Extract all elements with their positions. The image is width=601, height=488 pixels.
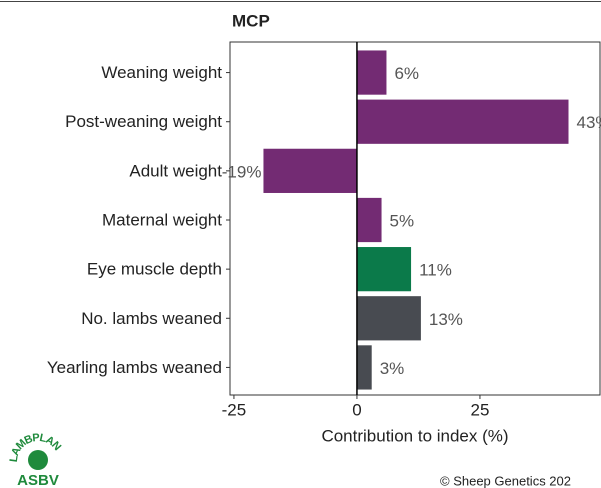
logo-icon xyxy=(28,450,48,470)
x-axis-label: Contribution to index (%) xyxy=(321,426,508,445)
logo-text: ASBV xyxy=(17,472,59,488)
bar xyxy=(356,345,372,390)
bar xyxy=(356,50,387,95)
x-tick-label: -25 xyxy=(222,400,247,419)
x-tick-label: 0 xyxy=(352,400,361,419)
value-label: -19% xyxy=(222,162,262,181)
logo: LAMBPLAN ASBV xyxy=(8,432,64,488)
y-tick-label: Eye muscle depth xyxy=(87,260,222,279)
x-tick-label: 25 xyxy=(470,400,489,419)
bar xyxy=(263,148,357,193)
y-tick-label: Post-weaning weight xyxy=(65,112,222,131)
y-tick-label: Weaning weight xyxy=(101,63,222,82)
value-label: 6% xyxy=(394,64,419,83)
value-label: 5% xyxy=(390,211,415,230)
value-label: 43% xyxy=(577,113,601,132)
y-tick-label: Maternal weight xyxy=(102,210,222,229)
footer: © Sheep Genetics 202 xyxy=(440,473,571,488)
panel xyxy=(229,41,601,396)
bar xyxy=(356,247,412,292)
bar xyxy=(356,197,382,243)
bar xyxy=(356,99,569,144)
value-label: 11% xyxy=(419,261,452,280)
value-label: 13% xyxy=(429,310,463,329)
y-tick-label: Adult weight xyxy=(129,161,222,180)
bar xyxy=(356,296,421,341)
y-tick-label: No. lambs weaned xyxy=(81,309,222,328)
chart-title: MCP xyxy=(232,11,270,30)
value-label: 3% xyxy=(380,359,405,378)
y-tick-label: Yearling lambs weaned xyxy=(47,358,222,377)
